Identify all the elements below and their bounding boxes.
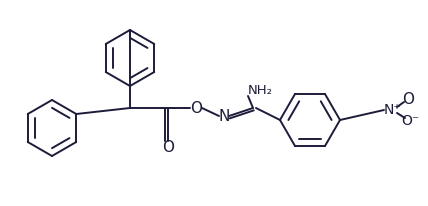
Text: O: O [162,140,174,156]
Text: NH₂: NH₂ [248,83,273,96]
Text: N⁺: N⁺ [383,103,401,117]
Text: O: O [402,91,414,107]
Text: N: N [218,109,230,124]
Text: O: O [190,101,202,116]
Text: O⁻: O⁻ [401,114,419,128]
